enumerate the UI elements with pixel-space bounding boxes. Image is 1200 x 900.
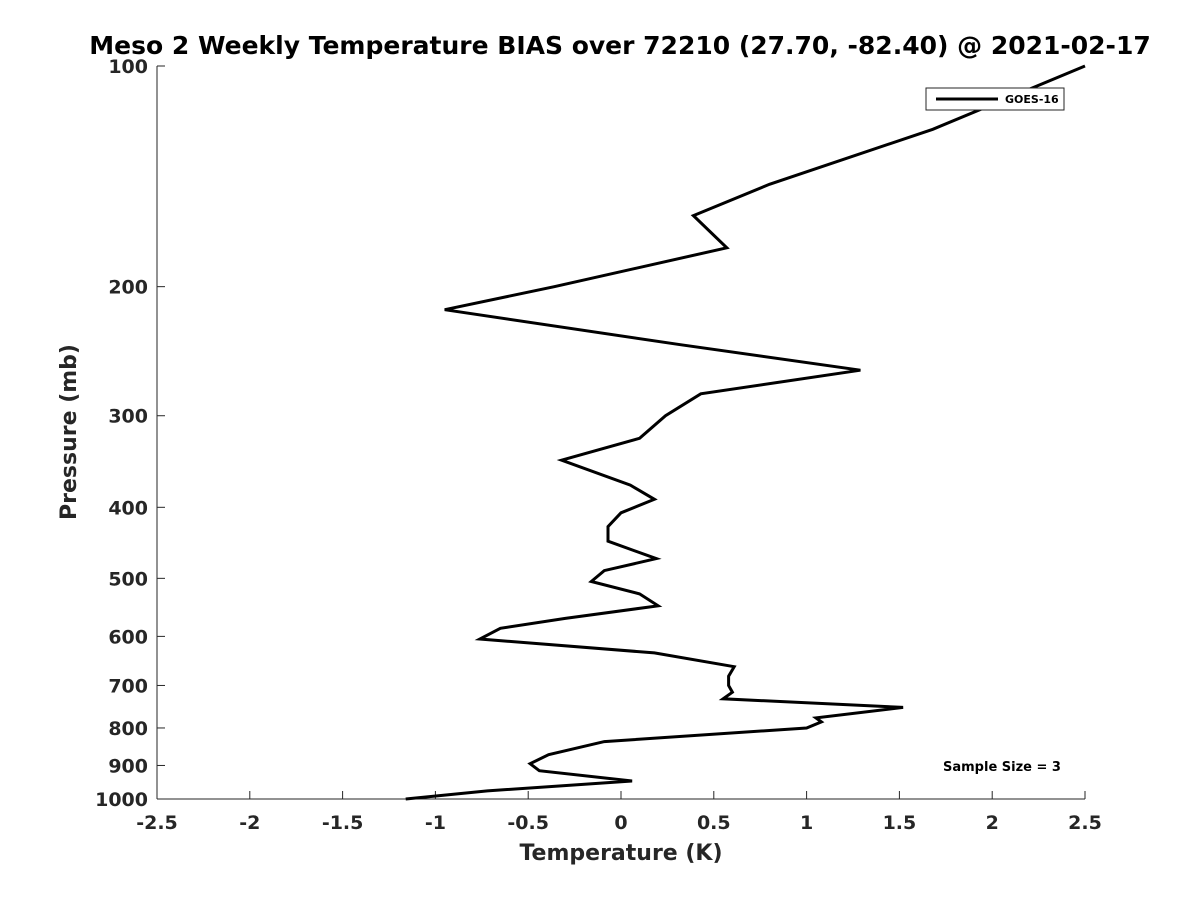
y-tick-label: 300: [108, 406, 148, 428]
y-tick-label: 100: [108, 56, 148, 78]
y-tick-labels: 100 200 300 400 500 600 700 800 900 1000: [95, 56, 148, 811]
x-tick-label: 2.5: [1068, 812, 1102, 834]
legend-label-goes-16: GOES-16: [1005, 93, 1059, 106]
series-group: [405, 64, 1086, 801]
x-tick-label: -1.5: [322, 812, 364, 834]
y-axis-label: Pressure (mb): [57, 344, 82, 520]
y-tick-label: 900: [108, 755, 148, 777]
x-tick-label: -2.5: [136, 812, 178, 834]
y-tick-label: 600: [108, 626, 148, 648]
y-axis: 100 200 300 400 500 600 700 800 900 1000: [95, 56, 165, 811]
x-tick-label: 0.5: [697, 812, 731, 834]
y-tick-label: 1000: [95, 789, 148, 811]
y-tick-label: 200: [108, 277, 148, 299]
x-tick-label: 2: [986, 812, 999, 834]
x-tick-label: 1.5: [883, 812, 917, 834]
chart-title: Meso 2 Weekly Temperature BIAS over 7221…: [89, 31, 1150, 60]
y-tick-marks: [157, 65, 165, 800]
series-line-goes-16: [405, 64, 1086, 801]
y-tick-label: 400: [108, 497, 148, 519]
x-axis-label: Temperature (K): [519, 841, 722, 866]
sample-size-annotation: Sample Size = 3: [943, 760, 1061, 775]
x-tick-label: -2: [239, 812, 260, 834]
x-tick-label: -1: [425, 812, 446, 834]
y-tick-label: 700: [108, 675, 148, 697]
x-tick-labels: -2.5 -2 -1.5 -1 -0.5 0 0.5 1 1.5 2 2.5: [136, 812, 1102, 834]
x-tick-label: -0.5: [507, 812, 549, 834]
x-tick-label: 1: [800, 812, 813, 834]
x-tick-label: 0: [614, 812, 627, 834]
y-tick-label: 500: [108, 568, 148, 590]
legend: GOES-16: [925, 87, 1065, 111]
y-tick-label: 800: [108, 718, 148, 740]
x-axis: -2.5 -2 -1.5 -1 -0.5 0 0.5 1 1.5 2 2.5: [136, 791, 1102, 834]
